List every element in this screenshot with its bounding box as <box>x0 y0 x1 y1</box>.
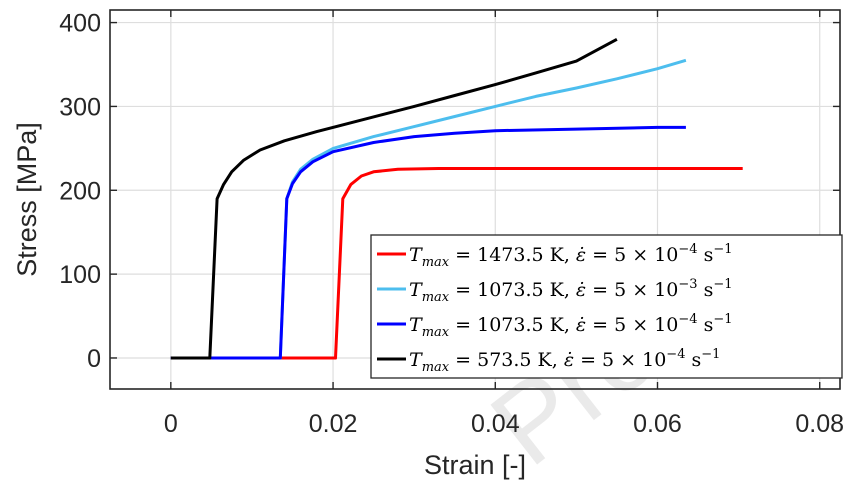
series-lines <box>170 37 743 360</box>
legend-box <box>370 234 843 379</box>
y-tick-label: 0 <box>87 345 101 373</box>
y-tick-label: 300 <box>59 93 101 121</box>
y-axis-label: Stress [MPa] <box>12 122 42 277</box>
x-tick-label: 0.08 <box>795 410 844 438</box>
x-tick-label: 0.04 <box>471 410 520 438</box>
legend-entry: Tmax = 1473.5 K, ε̇ = 5 × 10−4 s−1 <box>409 242 733 270</box>
series-line-4 <box>170 37 618 360</box>
x-tick-labels: 0 0.02 0.04 0.06 0.08 <box>164 410 844 438</box>
y-tick-label: 100 <box>59 261 101 289</box>
x-tick-label: 0 <box>164 410 178 438</box>
y-tick-labels: 0 100 200 300 400 <box>59 10 101 373</box>
legend-entry: Tmax = 1073.5 K, ε̇ = 5 × 10−3 s−1 <box>409 277 733 305</box>
y-tick-label: 200 <box>59 177 101 205</box>
x-tick-label: 0.06 <box>633 410 682 438</box>
plot-frame <box>109 9 841 390</box>
legend-entry: Tmax = 1073.5 K, ε̇ = 5 × 10−4 s−1 <box>409 312 733 340</box>
series-line-3 <box>170 125 686 360</box>
y-tick-label: 400 <box>59 10 101 38</box>
legend-entry: Tmax = 573.5 K, ε̇ = 5 × 10−4 s−1 <box>409 347 720 375</box>
series-line-1 <box>170 167 743 360</box>
legend: Tmax = 1473.5 K, ε̇ = 5 × 10−4 s−1 Tmax =… <box>370 234 843 379</box>
x-tick-label: 0.02 <box>309 410 358 438</box>
x-axis-label: Strain [-] <box>424 450 526 480</box>
